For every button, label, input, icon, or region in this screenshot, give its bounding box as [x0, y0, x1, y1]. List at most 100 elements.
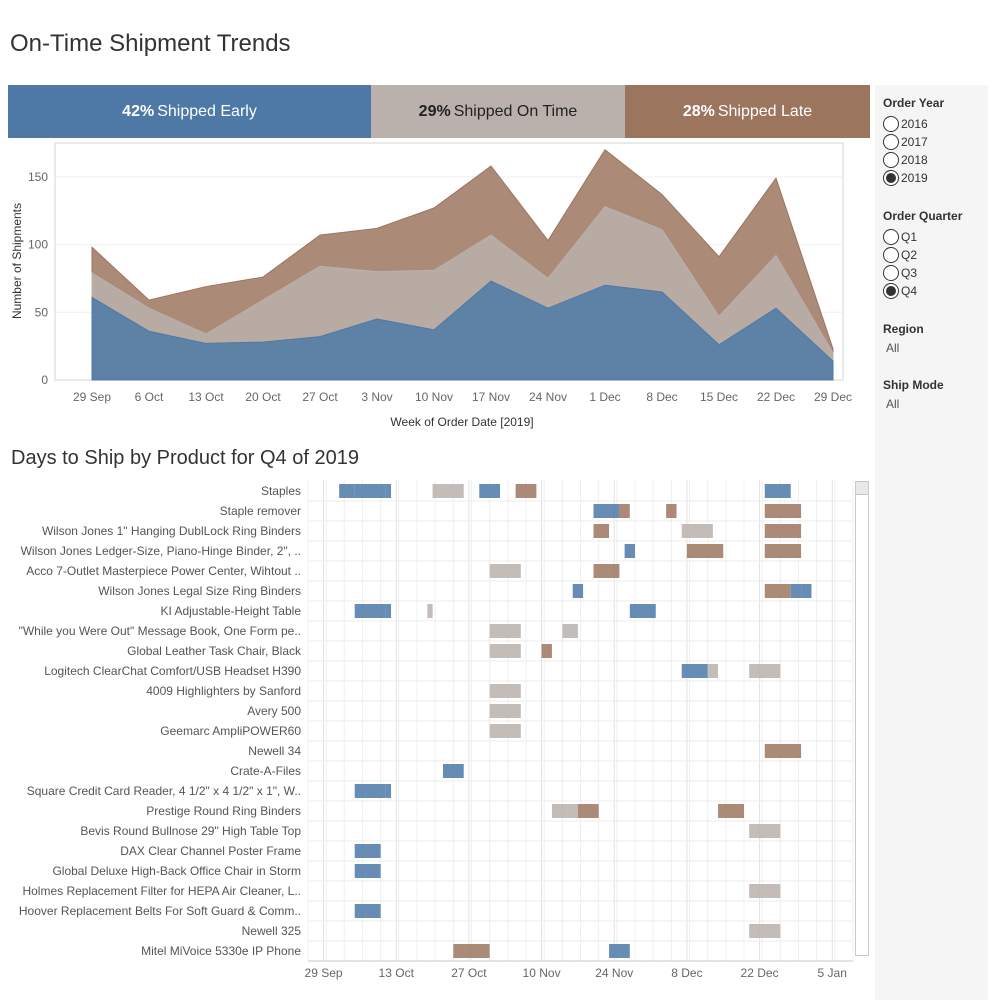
order-quarter-option-q3[interactable]: Q3 [883, 264, 962, 282]
shipment-bar-late[interactable] [764, 584, 791, 598]
shipment-bar-early[interactable] [354, 784, 386, 798]
shipment-bar-ontime[interactable] [749, 664, 781, 678]
shipment-bar-early[interactable] [339, 484, 355, 498]
shipment-bar-ontime[interactable] [489, 684, 521, 698]
kpi-early-label: Shipped Early [157, 102, 257, 120]
shipment-bar-late[interactable] [764, 504, 802, 518]
shipment-bar-ontime[interactable] [489, 704, 521, 718]
shipment-bar-late[interactable] [577, 804, 599, 818]
product-label: Holmes Replacement Filter for HEPA Air C… [22, 884, 301, 898]
shipment-bar-early[interactable] [609, 944, 630, 958]
x-tick-label: 29 Sep [73, 390, 111, 404]
shipment-bar-early[interactable] [593, 504, 620, 518]
product-label: Newell 34 [248, 744, 301, 758]
shipment-bar-late[interactable] [515, 484, 537, 498]
order-year-option-2018[interactable]: 2018 [883, 151, 944, 169]
product-label: Crate-A-Files [230, 764, 301, 778]
shipment-bar-early[interactable] [479, 484, 501, 498]
ship-mode-filter[interactable]: Ship Mode All [883, 378, 944, 411]
shipment-bar-early[interactable] [354, 604, 386, 618]
shipment-bar-early[interactable] [354, 864, 381, 878]
gantt-scrollbar[interactable] [855, 481, 869, 956]
scrollbar-thumb[interactable] [856, 482, 868, 495]
days-to-ship-gantt-chart[interactable]: 29 Sep 13 Oct 27 Oct 10 Nov 24 Nov 8 Dec 22 De… [0, 478, 870, 988]
radio-button[interactable] [883, 283, 899, 299]
shipments-area-chart[interactable]: 0 50 100 150 29 Sep 6 Oct 13 Oct 20 Oct 27 Oct 3 … [0, 140, 870, 440]
shipment-bar-early[interactable] [790, 584, 802, 598]
shipment-bar-ontime[interactable] [427, 604, 433, 618]
shipment-bar-ontime[interactable] [749, 924, 781, 938]
shipment-bar-early[interactable] [681, 664, 708, 678]
x-tick-label: 22 Dec [757, 390, 795, 404]
shipment-bar-early[interactable] [629, 604, 656, 618]
order-quarter-option-q4[interactable]: Q4 [883, 282, 962, 300]
x-tick-label: 8 Dec [646, 390, 677, 404]
region-value[interactable]: All [886, 341, 900, 355]
product-label: Wilson Jones 1" Hanging DublLock Ring Bi… [42, 524, 301, 538]
kpi-shipped-late[interactable]: 28% Shipped Late [625, 85, 870, 138]
order-year-filter: Order Year 2016 2017 2018 2019 [883, 96, 944, 187]
y-tick-label: 100 [28, 238, 48, 252]
shipment-bar-late[interactable] [593, 564, 620, 578]
shipment-bar-early[interactable] [385, 784, 392, 798]
shipment-bar-ontime[interactable] [489, 644, 521, 658]
shipment-bar-ontime[interactable] [681, 524, 713, 538]
shipment-bar-late[interactable] [764, 544, 802, 558]
ship-mode-value[interactable]: All [886, 397, 900, 411]
radio-button[interactable] [883, 134, 899, 150]
shipment-bar-ontime[interactable] [432, 484, 464, 498]
shipment-bar-early[interactable] [385, 484, 392, 498]
order-year-option-2017[interactable]: 2017 [883, 133, 944, 151]
product-label: Staple remover [220, 504, 301, 518]
radio-button[interactable] [883, 229, 899, 245]
shipment-bar-ontime[interactable] [551, 804, 568, 818]
shipment-bar-early[interactable] [354, 484, 386, 498]
product-label: Wilson Jones Ledger-Size, Piano-Hinge Bi… [21, 544, 301, 558]
radio-button[interactable] [883, 170, 899, 186]
shipment-bar-late[interactable] [453, 944, 490, 958]
shipment-bar-early[interactable] [801, 584, 812, 598]
radio-button[interactable] [883, 116, 899, 132]
kpi-shipped-early[interactable]: 42% Shipped Early [8, 85, 371, 138]
kpi-ontime-label: Shipped On Time [453, 102, 578, 120]
x-tick-label: 3 Nov [361, 390, 392, 404]
shipment-bar-late[interactable] [718, 804, 744, 818]
shipment-bar-late[interactable] [541, 644, 552, 658]
order-quarter-option-q1[interactable]: Q1 [883, 228, 962, 246]
x-tick-label: 10 Nov [415, 390, 453, 404]
shipment-bar-early[interactable] [572, 584, 584, 598]
shipment-bar-ontime[interactable] [707, 664, 719, 678]
shipment-bar-early[interactable] [385, 604, 392, 618]
shipment-bar-early[interactable] [354, 904, 381, 918]
shipment-bar-ontime[interactable] [567, 804, 578, 818]
product-label: Global Leather Task Chair, Black [127, 644, 302, 658]
shipment-bar-ontime[interactable] [489, 564, 521, 578]
radio-button[interactable] [883, 247, 899, 263]
shipment-bar-ontime[interactable] [749, 824, 781, 838]
shipment-bar-ontime[interactable] [489, 724, 521, 738]
radio-button[interactable] [883, 152, 899, 168]
shipment-bar-late[interactable] [764, 524, 802, 538]
order-quarter-option-label: Q1 [901, 230, 918, 244]
shipment-bar-ontime[interactable] [749, 884, 781, 898]
radio-button[interactable] [883, 265, 899, 281]
shipment-bar-early[interactable] [354, 844, 381, 858]
area-shipped-early[interactable] [91, 280, 834, 381]
shipment-bar-late[interactable] [619, 504, 630, 518]
order-year-option-2016[interactable]: 2016 [883, 115, 944, 133]
product-label: Logitech ClearChat Comfort/USB Headset H… [44, 664, 301, 678]
shipment-bar-late[interactable] [764, 744, 802, 758]
order-year-title: Order Year [883, 96, 945, 110]
shipment-bar-early[interactable] [624, 544, 635, 558]
kpi-shipped-on-time[interactable]: 29% Shipped On Time [371, 85, 625, 138]
order-year-option-2019[interactable]: 2019 [883, 169, 944, 187]
shipment-bar-early[interactable] [764, 484, 791, 498]
shipment-bar-late[interactable] [666, 504, 677, 518]
shipment-bar-late[interactable] [593, 524, 610, 538]
shipment-bar-early[interactable] [442, 764, 464, 778]
shipment-bar-late[interactable] [686, 544, 724, 558]
order-quarter-option-q2[interactable]: Q2 [883, 246, 962, 264]
shipment-bar-ontime[interactable] [562, 624, 578, 638]
shipment-bar-ontime[interactable] [489, 624, 521, 638]
region-filter[interactable]: Region All [883, 322, 924, 355]
